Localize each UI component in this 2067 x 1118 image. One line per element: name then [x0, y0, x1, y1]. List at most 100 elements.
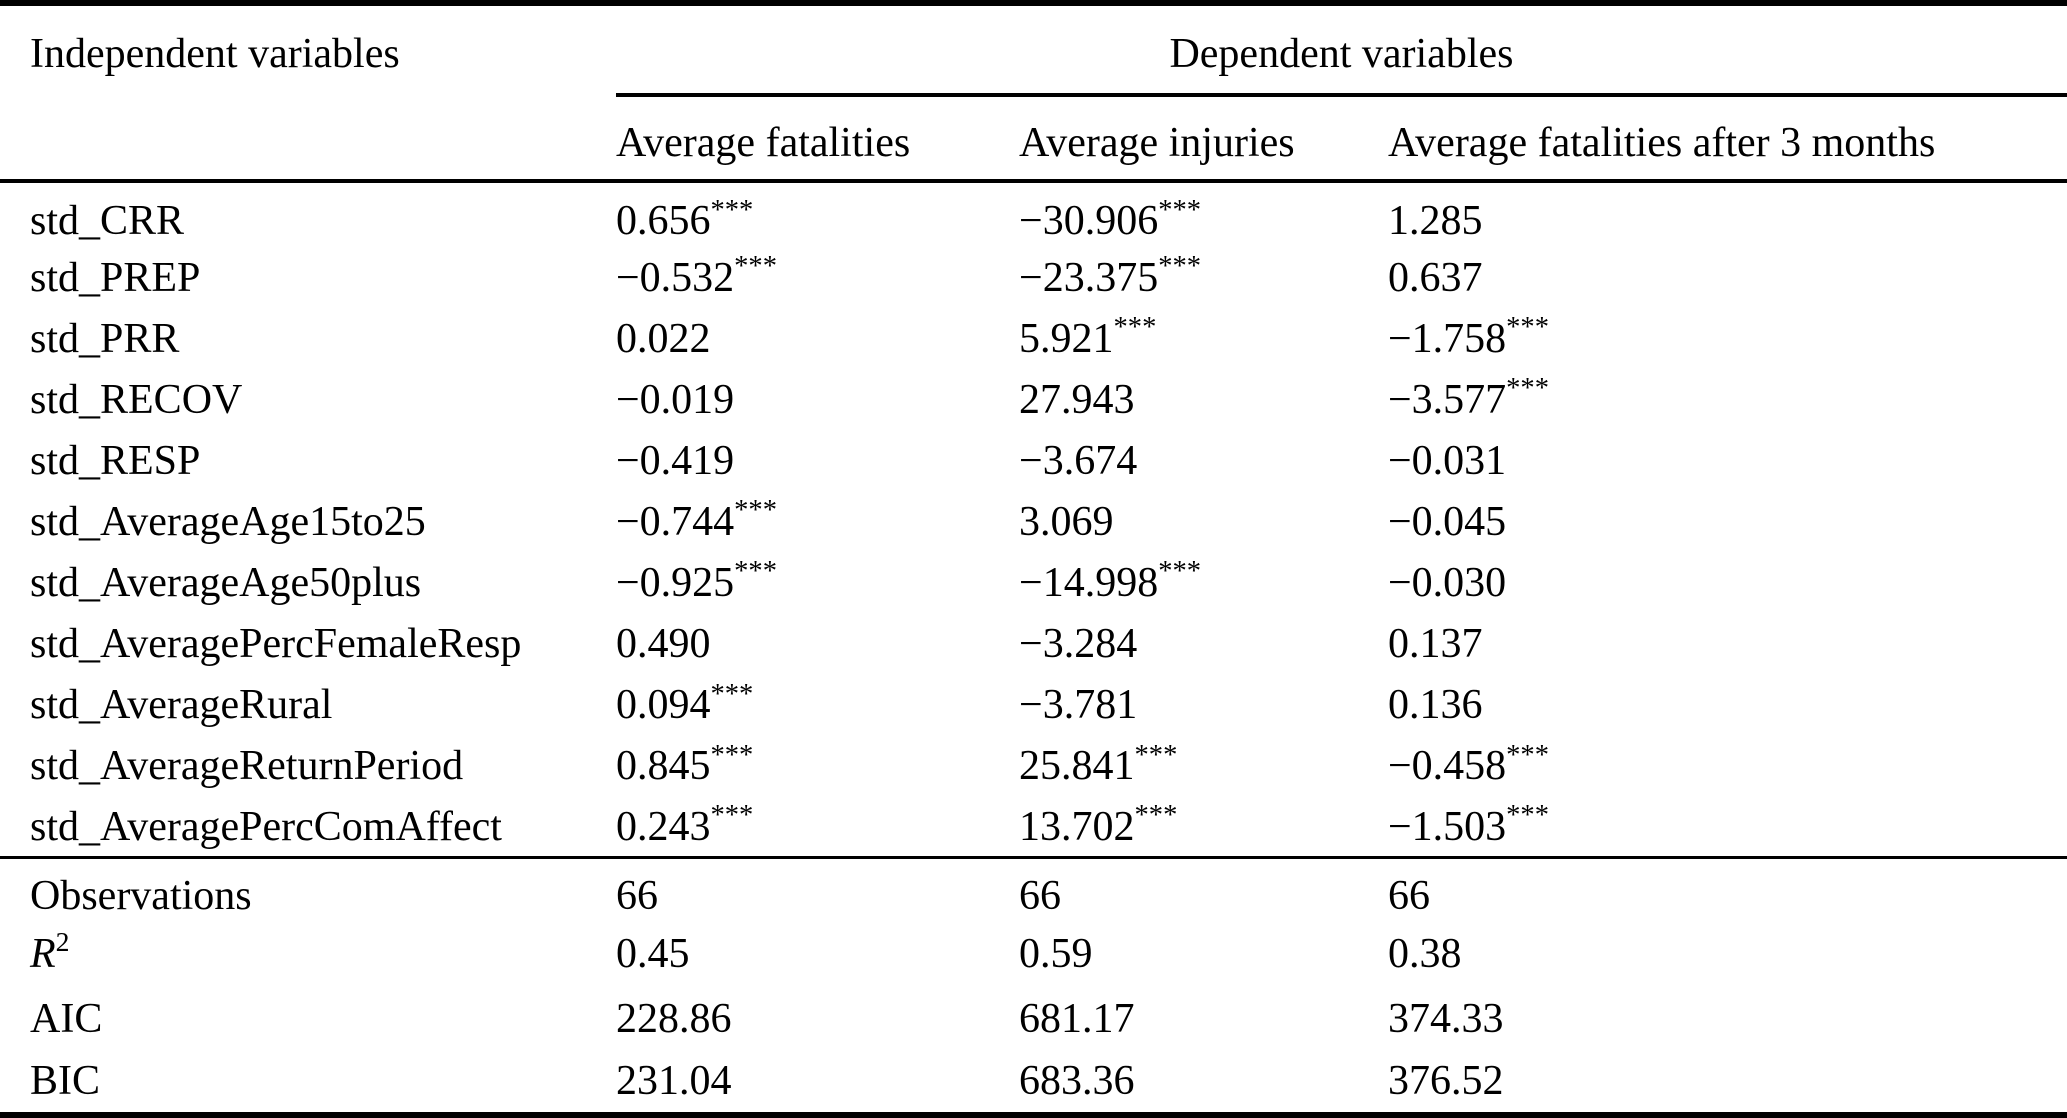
table-row: std_RESP −0.419 −3.674 −0.031: [0, 431, 2067, 492]
coef-value: −0.019: [615, 377, 735, 424]
coef-value: 0.845: [615, 743, 711, 790]
row-label: std_PRR: [30, 315, 180, 362]
cell-average-fatalities: −0.019: [616, 370, 1019, 431]
row-label: std_CRR: [30, 198, 185, 245]
cell-average-fatalities-3-months: −0.045: [1388, 492, 2067, 553]
r-squared-exponent: 2: [55, 925, 70, 957]
coef-value: 0.243: [615, 803, 711, 850]
coef-value: −14.998: [1019, 560, 1159, 607]
cell-average-fatalities-3-months: 0.137: [1388, 614, 2067, 675]
cell-average-fatalities-3-months: 0.136: [1388, 675, 2067, 736]
table-row: std_RECOV −0.019 27.943 −3.577***: [0, 370, 2067, 431]
coef-value: 25.841: [1019, 743, 1135, 790]
significance-stars: ***: [734, 495, 777, 527]
significance-stars: ***: [1506, 739, 1549, 771]
table-row: std_PRR 0.022 5.921*** −1.758***: [0, 308, 2067, 369]
cell-average-injuries: −3.781: [1019, 675, 1388, 736]
independent-variables-header: Independent variables: [30, 31, 400, 77]
stat-average-injuries: 683.36: [1019, 1058, 1135, 1105]
row-label: std_RESP: [30, 438, 201, 485]
coef-value: −23.375: [1019, 254, 1159, 301]
cell-average-fatalities-3-months: −3.577***: [1388, 370, 2067, 431]
significance-stars: ***: [1158, 251, 1202, 283]
cell-average-injuries: 13.702***: [1019, 797, 1388, 858]
coef-value: 5.921: [1019, 315, 1114, 362]
table-row: std_AverageAge15to25 −0.744*** 3.069 −0.…: [0, 492, 2067, 553]
table-row: std_AverageRural 0.094*** −3.781 0.136: [0, 675, 2067, 736]
row-label: std_AverageReturnPeriod: [30, 743, 464, 790]
coef-value: −0.419: [615, 438, 735, 485]
stat-average-injuries: 681.17: [1019, 995, 1135, 1042]
cell-average-injuries: −3.284: [1019, 614, 1388, 675]
coef-value: 27.943: [1019, 377, 1135, 424]
stat-average-fatalities-3-months: 66: [1387, 856, 2067, 923]
stats-row: AIC 228.86 681.17 374.33: [0, 986, 2067, 1050]
significance-stars: ***: [1134, 799, 1178, 831]
cell-average-fatalities: −0.532***: [616, 247, 1019, 308]
cell-average-fatalities: 0.656***: [616, 181, 1019, 247]
stat-average-fatalities: 66: [615, 856, 1020, 923]
significance-stars: ***: [710, 678, 754, 710]
coef-value: −0.030: [1387, 560, 1507, 607]
table-row: std_AverageReturnPeriod 0.845*** 25.841*…: [0, 736, 2067, 797]
coef-value: −1.758: [1387, 315, 1507, 362]
coef-value: −0.744: [615, 499, 735, 546]
coef-value: 0.094: [615, 682, 711, 729]
cell-average-fatalities-3-months: 0.637: [1388, 247, 2067, 308]
cell-average-injuries: 5.921***: [1019, 308, 1388, 369]
significance-stars: ***: [1158, 194, 1202, 226]
stat-label: BIC: [30, 1058, 101, 1105]
stat-average-injuries: 0.59: [1019, 931, 1093, 978]
group-header-row: Independent variables Dependent variable…: [0, 3, 2067, 97]
table-row: std_PREP −0.532*** −23.375*** 0.637: [0, 247, 2067, 308]
dependent-variables-group-header: Dependent variables: [615, 3, 2067, 97]
cell-average-injuries: 3.069: [1019, 492, 1388, 553]
cell-average-fatalities: 0.022: [616, 308, 1019, 369]
coef-value: −0.925: [615, 560, 735, 607]
table-row: std_AverageAge50plus −0.925 *** −14.998**…: [0, 553, 2067, 614]
cell-average-fatalities-3-months: −0.458***: [1388, 736, 2067, 797]
stat-average-injuries: 66: [1019, 856, 1388, 923]
empty-header-cell: [0, 95, 616, 183]
row-label: std_RECOV: [30, 377, 243, 424]
column-header-row: Average fatalities Average injuries Aver…: [0, 95, 2067, 183]
significance-stars: ***: [734, 251, 777, 283]
coef-value: −3.284: [1019, 621, 1138, 668]
coef-value: 0.490: [615, 621, 711, 668]
significance-stars: ***: [1158, 556, 1202, 588]
significance-stars: ***: [1506, 312, 1549, 344]
row-label: std_AverageAge15to25: [30, 499, 426, 546]
stat-average-fatalities: 231.04: [615, 1058, 732, 1105]
cell-average-injuries: −23.375***: [1019, 247, 1388, 308]
cell-average-injuries: −14.998***: [1019, 553, 1388, 614]
stat-average-fatalities: 228.86: [615, 995, 732, 1042]
cell-average-fatalities: 0.243***: [616, 797, 1019, 858]
significance-stars: ***: [1113, 312, 1157, 344]
coef-value: 0.656: [615, 198, 711, 245]
coef-value: 0.136: [1387, 682, 1483, 729]
coef-value: −3.781: [1019, 682, 1138, 729]
cell-average-fatalities-3-months: −1.503***: [1388, 797, 2067, 858]
stat-label: AIC: [30, 995, 103, 1042]
coef-value: −3.577: [1387, 377, 1507, 424]
coefficients-body: std_CRR 0.656*** −30.906*** 1.285 std_PR…: [0, 181, 2067, 858]
cell-average-fatalities-3-months: −1.758***: [1388, 308, 2067, 369]
cell-average-fatalities: −0.744***: [616, 492, 1019, 553]
significance-stars: ***: [710, 739, 754, 771]
cell-average-fatalities-3-months: −0.031: [1388, 431, 2067, 492]
coef-value: 0.022: [615, 315, 711, 362]
table-row: std_CRR 0.656*** −30.906*** 1.285: [0, 181, 2067, 247]
table-row: std_AveragePercComAffect 0.243*** 13.702…: [0, 797, 2067, 858]
cell-average-fatalities: −0.419: [616, 431, 1019, 492]
cell-average-injuries: 25.841***: [1019, 736, 1388, 797]
row-label: std_AverageAge50plus: [30, 560, 422, 607]
col-header-average-injuries: Average injuries: [1019, 95, 1388, 183]
significance-stars: ***: [1506, 799, 1549, 831]
stat-average-fatalities-3-months: 0.38: [1387, 931, 1462, 978]
stat-label: Observations: [0, 856, 616, 923]
cell-average-injuries: 27.943: [1019, 370, 1388, 431]
coef-value: 3.069: [1019, 499, 1114, 546]
stats-row: Observations 66 66 66: [0, 856, 2067, 923]
stats-row: BIC 231.04 683.36 376.52: [0, 1051, 2067, 1115]
